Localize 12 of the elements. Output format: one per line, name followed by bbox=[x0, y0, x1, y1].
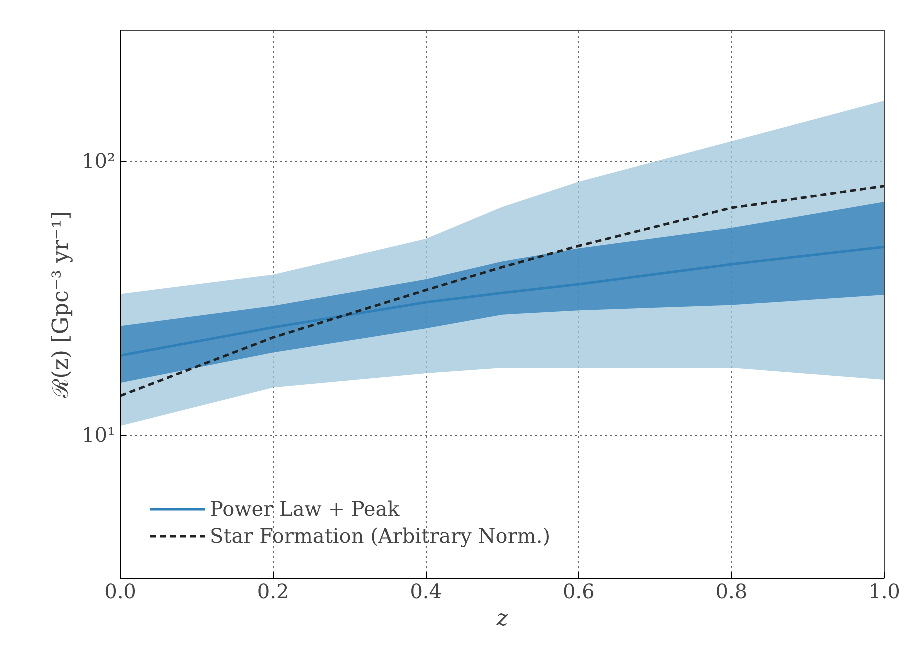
x-tick-label: 0.8 bbox=[716, 580, 748, 604]
y-tick-label: 10¹ bbox=[82, 423, 116, 448]
x-tick-label: 0.0 bbox=[104, 580, 136, 604]
x-axis-title: z bbox=[496, 606, 509, 632]
legend-label: Star Formation (Arbitrary Norm.) bbox=[210, 524, 551, 548]
x-tick-label: 0.4 bbox=[410, 580, 442, 604]
legend-label: Power Law + Peak bbox=[210, 497, 400, 521]
x-tick-label: 0.2 bbox=[257, 580, 290, 604]
y-tick-label: 10² bbox=[82, 149, 116, 174]
x-tick-label: 1.0 bbox=[868, 580, 900, 604]
y-axis-title: ℛ(z) [Gpc⁻³ yr⁻¹] bbox=[49, 211, 74, 399]
x-tick-label: 0.6 bbox=[562, 580, 595, 604]
